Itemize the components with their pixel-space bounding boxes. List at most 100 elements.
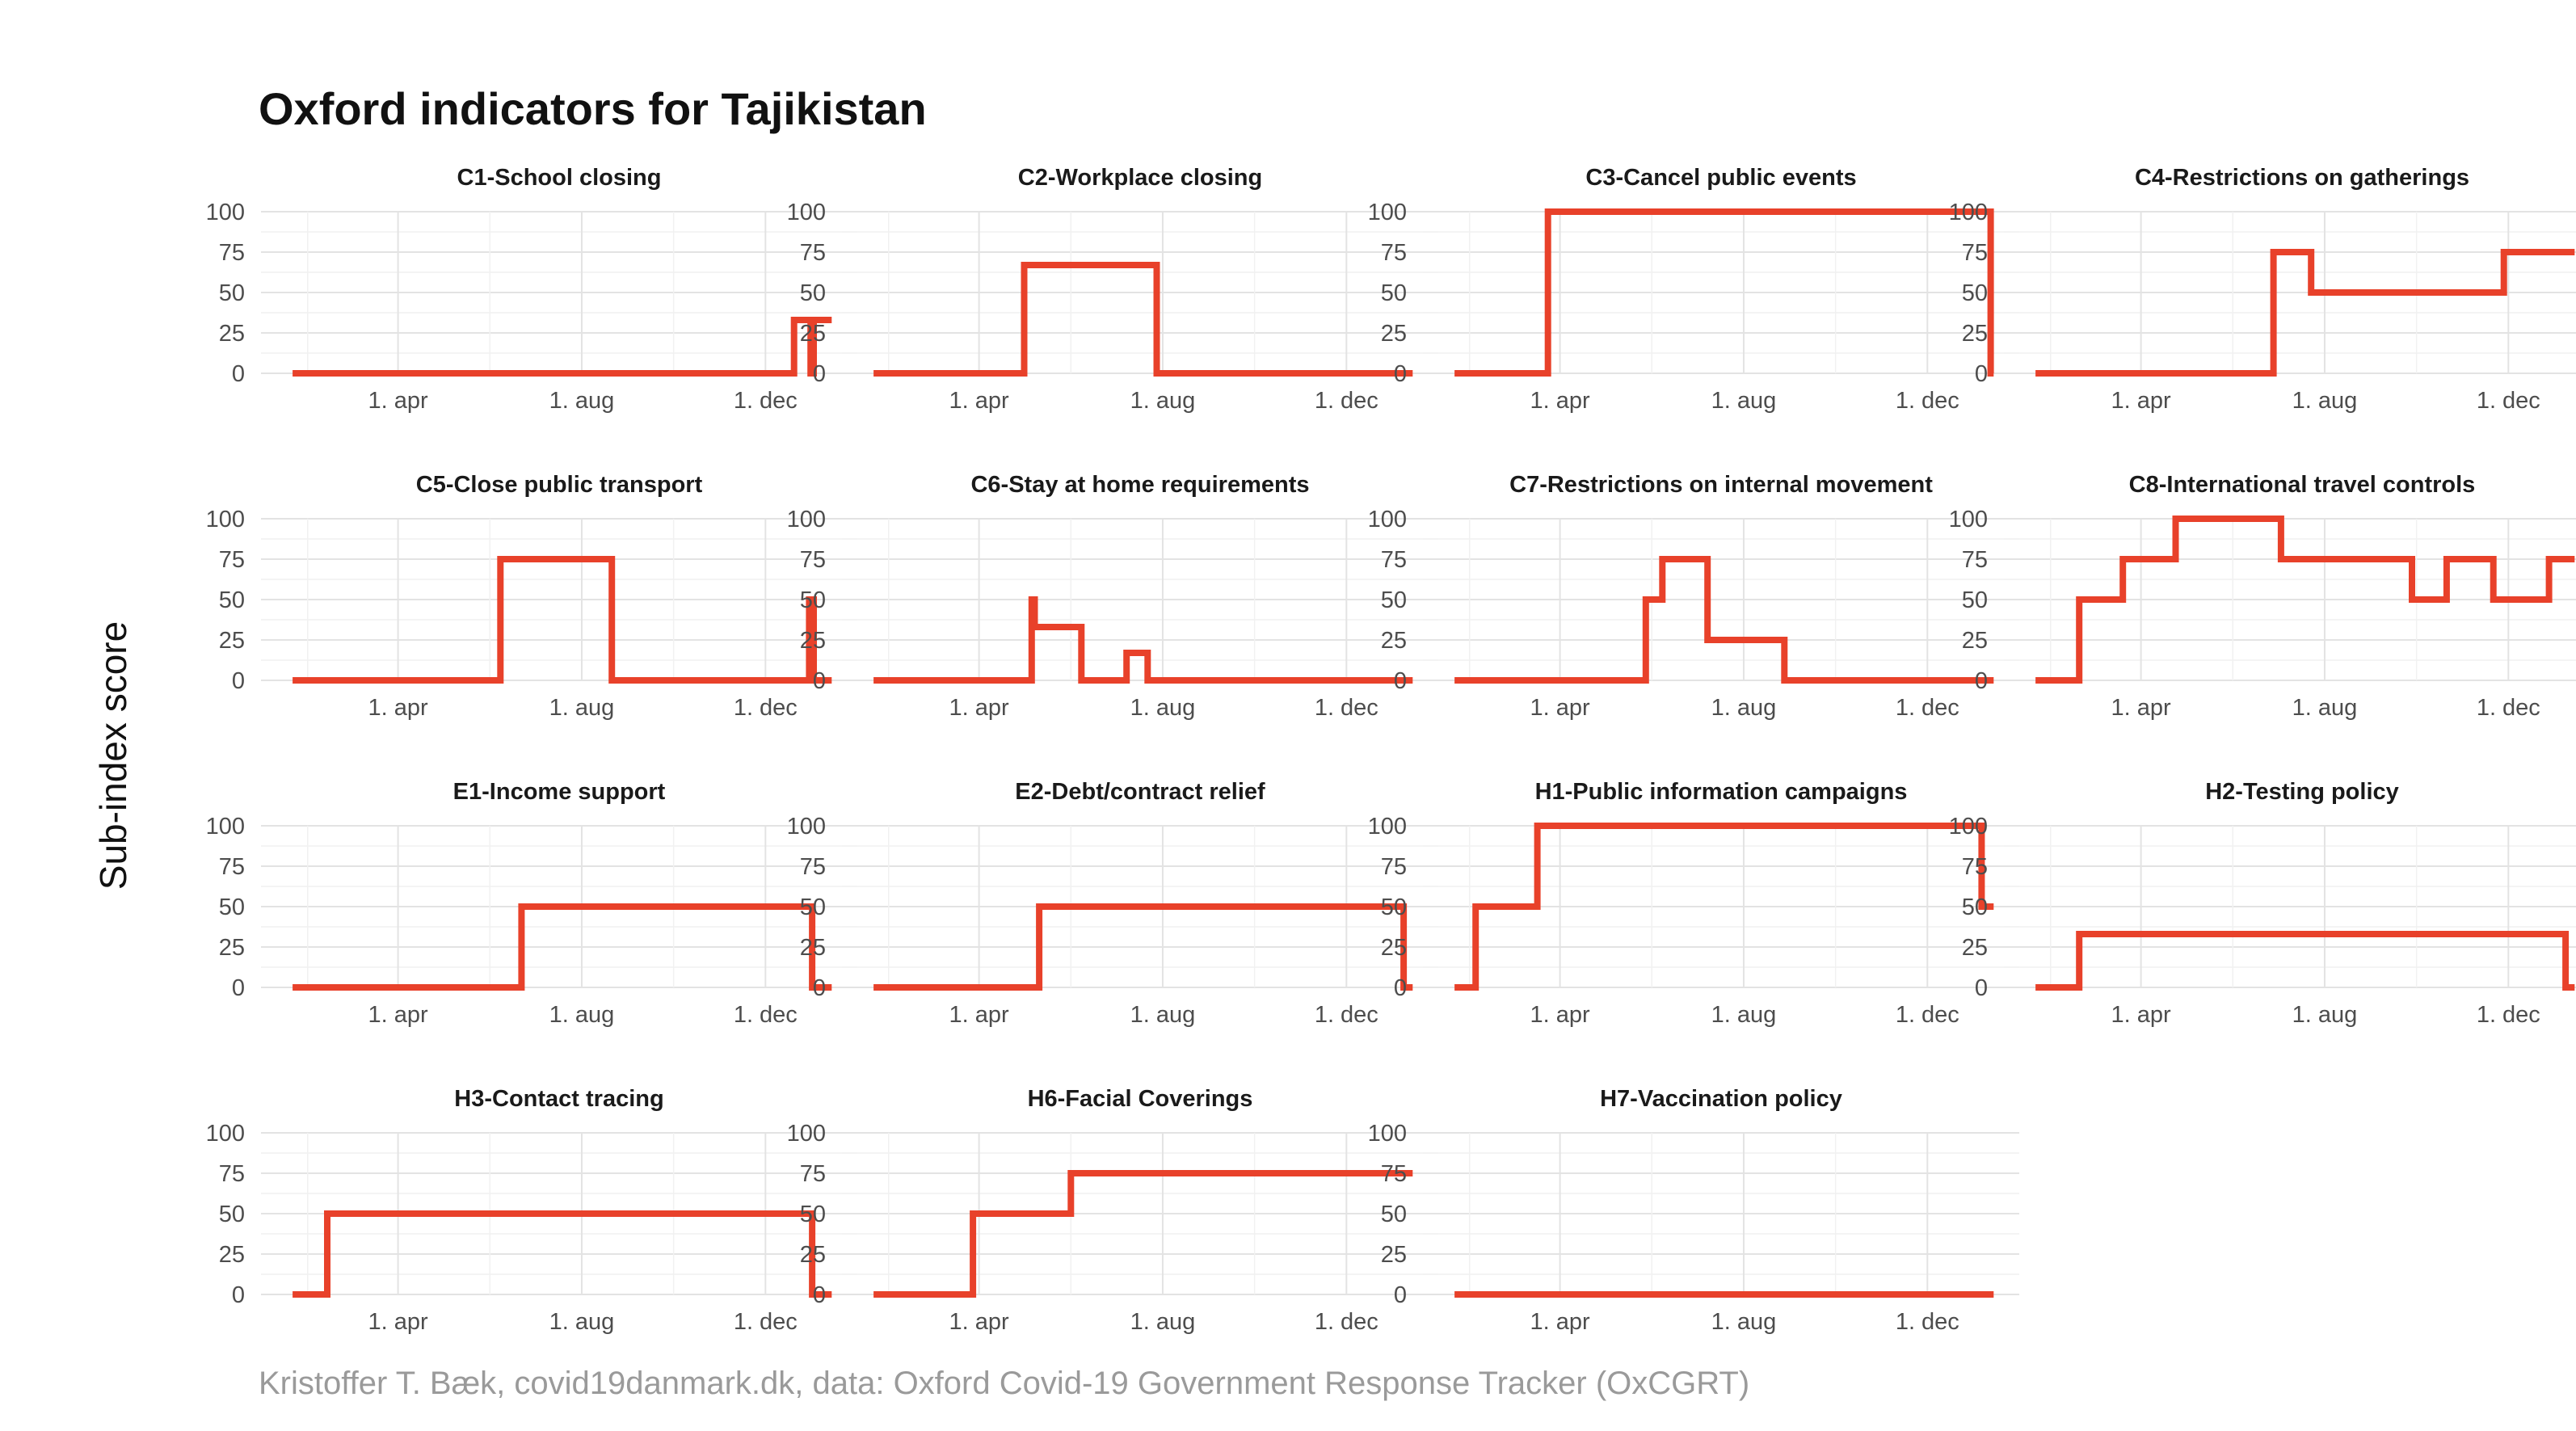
panel-14: H6-Facial Coverings 0 25 50 75 100 1. apr 1. au… (787, 1086, 1438, 1335)
x-tick-label: 1. aug (549, 1002, 615, 1028)
y-tick-label: 50 (1381, 587, 1407, 613)
panel-title: C6-Stay at home requirements (970, 472, 1309, 498)
y-tick-label: 50 (1381, 280, 1407, 306)
panel-15: H7-Vaccination policy 0 25 50 75 100 1. apr 1. … (1368, 1086, 2019, 1335)
y-tick-label: 75 (800, 1161, 826, 1187)
y-tick-label: 75 (1962, 854, 1988, 880)
x-tick-label: 1. dec (1315, 1002, 1378, 1028)
x-tick-label: 1. apr (1530, 1002, 1590, 1028)
y-tick-label: 100 (206, 200, 245, 225)
y-tick-label: 25 (219, 321, 245, 347)
y-tick-label: 100 (206, 1121, 245, 1147)
panel-3: C3-Cancel public events 0 25 50 75 100 1. apr 1… (1368, 165, 2019, 414)
x-tick-label: 1. aug (549, 388, 615, 414)
y-tick-label: 100 (787, 200, 826, 225)
y-tick-label: 25 (1962, 628, 1988, 654)
y-tick-label: 75 (219, 1161, 245, 1187)
y-tick-label: 50 (1962, 894, 1988, 920)
series-line (873, 1170, 1413, 1298)
y-tick-label: 50 (800, 587, 826, 613)
y-tick-label: 50 (800, 280, 826, 306)
x-tick-label: 1. apr (1530, 388, 1590, 414)
x-tick-label: 1. apr (1530, 695, 1590, 721)
y-tick-label: 75 (1381, 1161, 1407, 1187)
source-caption: Kristoffer T. Bæk, covid19danmark.dk, da… (259, 1366, 1750, 1401)
x-tick-label: 1. apr (368, 1002, 428, 1028)
y-tick-label: 0 (232, 975, 245, 1001)
panel-title: C5-Close public transport (416, 472, 703, 498)
x-tick-label: 1. dec (1315, 695, 1378, 721)
y-tick-label: 100 (1949, 507, 1988, 532)
panel-6: C6-Stay at home requirements 0 25 50 75 100 1.… (787, 472, 1438, 721)
x-tick-label: 1. dec (2477, 695, 2540, 721)
x-tick-label: 1. apr (368, 1309, 428, 1335)
x-tick-label: 1. apr (368, 695, 428, 721)
y-tick-label: 0 (232, 1282, 245, 1308)
y-tick-label: 0 (232, 668, 245, 694)
panel-7: C7-Restrictions on internal movement 0 25 5… (1368, 472, 2019, 721)
y-tick-label: 25 (1962, 321, 1988, 347)
y-tick-label: 100 (206, 814, 245, 840)
x-tick-label: 1. dec (734, 1309, 798, 1335)
y-tick-label: 0 (1975, 361, 1988, 387)
y-tick-label: 50 (800, 1202, 826, 1227)
series-line (2035, 931, 2575, 991)
y-tick-label: 25 (800, 628, 826, 654)
y-tick-label: 75 (219, 854, 245, 880)
y-tick-label: 100 (1368, 1121, 1407, 1147)
x-tick-label: 1. aug (1711, 388, 1777, 414)
y-tick-label: 50 (1962, 587, 1988, 613)
x-tick-label: 1. dec (1896, 1309, 1959, 1335)
y-tick-label: 75 (1962, 240, 1988, 266)
x-tick-label: 1. apr (2111, 1002, 2171, 1028)
panel-10: E2-Debt/contract relief 0 25 50 75 100 1. apr 1… (787, 779, 1438, 1028)
x-tick-label: 1. aug (1130, 695, 1196, 721)
x-tick-label: 1. aug (1130, 388, 1196, 414)
y-tick-label: 100 (206, 507, 245, 532)
y-tick-label: 100 (1949, 200, 1988, 225)
y-tick-label: 0 (1394, 361, 1407, 387)
panel-title: E2-Debt/contract relief (1015, 779, 1265, 805)
x-tick-label: 1. aug (549, 695, 615, 721)
series-line (293, 317, 832, 377)
x-tick-label: 1. aug (1711, 695, 1777, 721)
y-tick-label: 0 (1975, 975, 1988, 1001)
y-tick-label: 50 (219, 1202, 245, 1227)
series-line (1454, 208, 1994, 377)
y-tick-label: 75 (1962, 547, 1988, 573)
y-tick-label: 25 (800, 321, 826, 347)
x-tick-label: 1. dec (1896, 695, 1959, 721)
y-tick-label: 25 (1381, 935, 1407, 961)
y-tick-label: 100 (1368, 507, 1407, 532)
series-line (1454, 823, 1994, 991)
y-tick-label: 25 (1381, 628, 1407, 654)
y-tick-label: 0 (813, 1282, 826, 1308)
x-tick-label: 1. dec (1315, 1309, 1378, 1335)
y-tick-label: 75 (800, 854, 826, 880)
y-tick-label: 25 (1962, 935, 1988, 961)
y-tick-label: 100 (1949, 814, 1988, 840)
y-tick-label: 50 (219, 280, 245, 306)
y-tick-label: 50 (1381, 894, 1407, 920)
x-tick-label: 1. aug (1711, 1002, 1777, 1028)
panel-title: H1-Public information campaigns (1535, 779, 1908, 805)
y-tick-label: 25 (219, 935, 245, 961)
y-tick-label: 100 (787, 507, 826, 532)
x-tick-label: 1. aug (1711, 1309, 1777, 1335)
y-tick-label: 0 (813, 975, 826, 1001)
y-tick-label: 75 (800, 547, 826, 573)
series-line (2035, 249, 2575, 377)
x-tick-label: 1. apr (949, 388, 1009, 414)
panel-8: C8-International travel controls 0 25 50 75 1… (1949, 472, 2576, 721)
panel-13: H3-Contact tracing 0 25 50 75 100 1. apr 1. aug… (206, 1086, 857, 1335)
series-line (293, 1210, 832, 1298)
x-tick-label: 1. apr (2111, 388, 2171, 414)
y-tick-label: 0 (1975, 668, 1988, 694)
y-tick-label: 100 (1368, 200, 1407, 225)
y-tick-label: 0 (1394, 975, 1407, 1001)
y-tick-label: 100 (787, 814, 826, 840)
y-tick-label: 0 (813, 668, 826, 694)
panel-1: C1-School closing 0 25 50 75 100 1. apr 1. aug 1… (206, 165, 857, 414)
series-line (293, 556, 832, 684)
